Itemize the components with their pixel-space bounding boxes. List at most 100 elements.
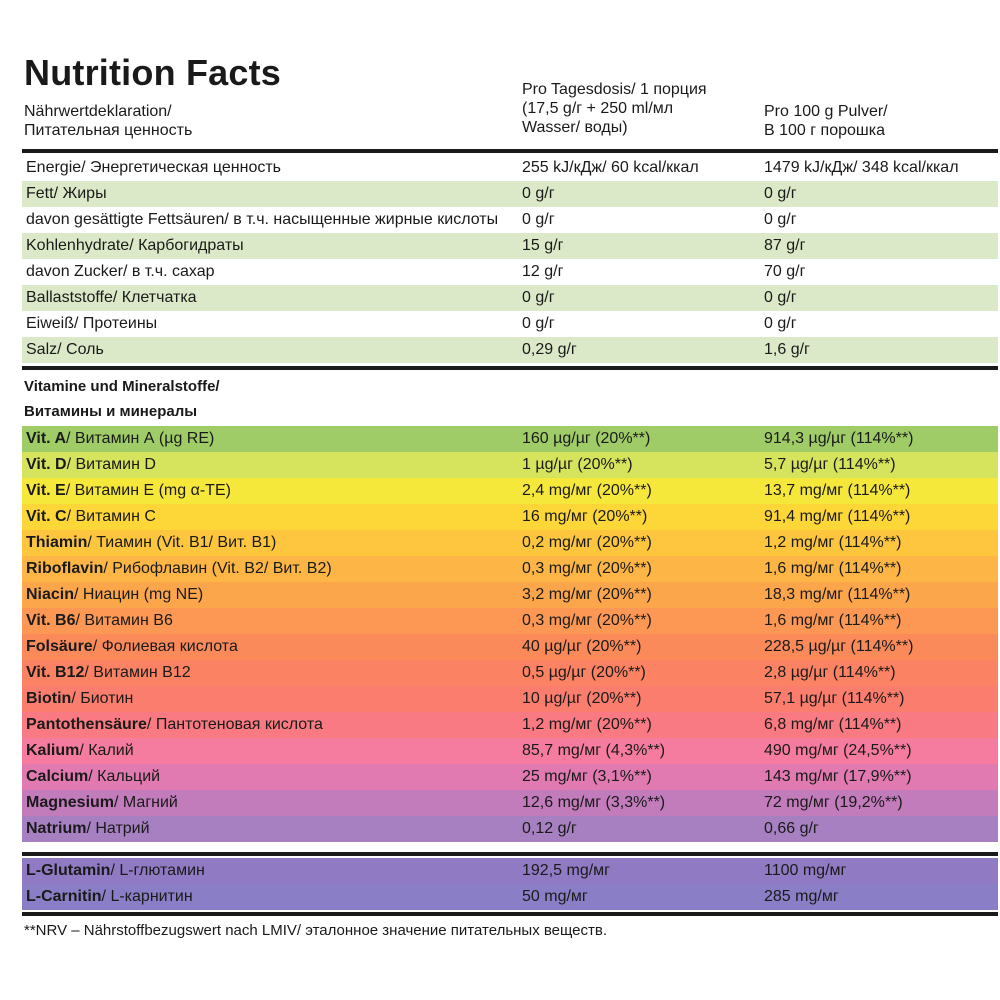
nutrient-name-rest: / Ниацин (mg NE) <box>74 586 204 603</box>
nutrient-name: Vit. B12/ Витамин В12 <box>26 660 191 686</box>
divider <box>22 852 998 856</box>
nutrient-name-rest: / Витамин А (µg RE) <box>66 430 215 447</box>
per-dose-value: 192,5 mg/мг <box>522 862 610 879</box>
divider <box>22 366 998 370</box>
vitamins-title: Vitamine und Mineralstoffe/ <box>24 378 220 395</box>
per-dose-value: 255 kJ/кДж/ 60 kcal/ккал <box>522 159 699 176</box>
header-column-1: Nährwertdeklaration/ Питательная ценност… <box>24 102 192 140</box>
table-row: Fett/ Жиры 0 g/г 0 g/г <box>22 181 998 207</box>
per-100g-value: 914,3 µg/µг (114%**) <box>764 430 914 447</box>
nutrient-name-rest: / Фолиевая кислота <box>92 638 238 655</box>
nutrient-name-rest: / Рибофлавин (Vit. B2/ Вит. B2) <box>103 560 332 577</box>
per-100g-value: 285 mg/мг <box>764 888 839 905</box>
per-100g-value: 2,8 µg/µг (114%**) <box>764 664 896 681</box>
nutrient-name: Magnesium/ Магний <box>26 790 178 816</box>
nutrient-name: Niacin/ Ниацин (mg NE) <box>26 582 203 608</box>
nutrient-name: Salz/ Соль <box>26 341 104 358</box>
nutrient-name: Folsäure/ Фолиевая кислота <box>26 634 238 660</box>
table-row: Niacin/ Ниацин (mg NE) 3,2 mg/мг (20%**) 1… <box>22 582 998 608</box>
nutrient-name-bold: Vit. B12 <box>26 664 85 681</box>
nutrient-name-bold: Folsäure <box>26 638 93 655</box>
table-row: Vit. D/ Витамин D 1 µg/µг (20%**) 5,7 µg/µ… <box>22 452 998 478</box>
per-dose-value: 2,4 mg/мг (20%**) <box>522 482 652 499</box>
nutrient-name: L-Carnitin/ L-карнитин <box>26 884 193 910</box>
nutrient-name: Calcium/ Кальций <box>26 764 160 790</box>
table-row: Salz/ Соль 0,29 g/г 1,6 g/г <box>22 337 998 363</box>
table-row: davon gesättigte Fettsäuren/ в т.ч. насы… <box>22 207 998 233</box>
per-dose-value: 0,2 mg/мг (20%**) <box>522 534 652 551</box>
per-100g-value: 72 mg/мг (19,2%**) <box>764 794 903 811</box>
per-dose-value: 16 mg/мг (20%**) <box>522 508 648 525</box>
nutrient-name-rest: / Биотин <box>71 690 134 707</box>
per-100g-value: 490 mg/мг (24,5%**) <box>764 742 912 759</box>
table-row: Vit. A/ Витамин А (µg RE) 160 µg/µг (20%*… <box>22 426 998 452</box>
table-row: davon Zucker/ в т.ч. сахар 12 g/г 70 g/г <box>22 259 998 285</box>
nutrient-name-bold: Riboflavin <box>26 560 104 577</box>
per-100g-value: 1100 mg/мг <box>764 862 847 879</box>
per-dose-value: 50 mg/мг <box>522 888 588 905</box>
nutrient-name-rest: / L-карнитин <box>101 888 193 905</box>
per-100g-value: 57,1 µg/µг (114%**) <box>764 690 905 707</box>
table-row: Folsäure/ Фолиевая кислота 40 µg/µг (20%*… <box>22 634 998 660</box>
table-row: Energie/ Энергетическая ценность 255 kJ/к… <box>22 155 998 181</box>
per-dose-value: 0 g/г <box>522 315 555 332</box>
nutrient-name-bold: Vit. E <box>26 482 66 499</box>
table-row: Riboflavin/ Рибофлавин (Vit. B2/ Вит. B2… <box>22 556 998 582</box>
nutrient-name-bold: Thiamin <box>26 534 88 551</box>
per-dose-value: 0,5 µg/µг (20%**) <box>522 664 646 681</box>
nutrient-name-rest: / L-глютамин <box>110 862 205 879</box>
per-dose-value: 12 g/г <box>522 263 564 280</box>
header-line: В 100 г порошка <box>764 122 885 139</box>
nutrient-name: Riboflavin/ Рибофлавин (Vit. B2/ Вит. B2… <box>26 556 332 582</box>
nutrient-name-bold: Pantothensäure <box>26 716 147 733</box>
per-100g-value: 0 g/г <box>764 289 797 306</box>
header-line: (17,5 g/г + 250 ml/мл <box>522 100 674 117</box>
nutrient-name-bold: Calcium <box>26 768 89 785</box>
header-line: Питательная ценность <box>24 122 193 139</box>
nutrient-name-rest: / Калий <box>79 742 134 759</box>
footnote: **NRV – Nährstoffbezugswert nach LMIV/ э… <box>24 922 608 939</box>
nutrient-name-rest: / Магний <box>114 794 178 811</box>
per-dose-value: 0 g/г <box>522 211 555 228</box>
header-line: Nährwertdeklaration/ <box>24 103 172 120</box>
per-100g-value: 1,6 mg/мг (114%**) <box>764 560 902 577</box>
per-100g-value: 143 mg/мг (17,9%**) <box>764 768 912 785</box>
per-dose-value: 1,2 mg/мг (20%**) <box>522 716 652 733</box>
header-column-2: Pro Tagesdosis/ 1 порция (17,5 g/г + 250… <box>522 80 707 137</box>
nutrient-name: davon Zucker/ в т.ч. сахар <box>26 263 215 280</box>
nutrient-name: Vit. E/ Витамин Е (mg α-TE) <box>26 478 231 504</box>
nutrient-name: Energie/ Энергетическая ценность <box>26 159 281 176</box>
nutrient-name-bold: L-Glutamin <box>26 862 111 879</box>
table-row: L-Glutamin/ L-глютамин 192,5 mg/мг 1100 mg… <box>22 858 998 884</box>
per-100g-value: 1,6 g/г <box>764 341 810 358</box>
per-dose-value: 12,6 mg/мг (3,3%**) <box>522 794 666 811</box>
per-dose-value: 0,3 mg/мг (20%**) <box>522 560 652 577</box>
table-row: Biotin/ Биотин 10 µg/µг (20%**) 57,1 µg/µг… <box>22 686 998 712</box>
table-row: Ballaststoffe/ Клетчатка 0 g/г 0 g/г <box>22 285 998 311</box>
per-dose-value: 25 mg/мг (3,1%**) <box>522 768 652 785</box>
table-row: L-Carnitin/ L-карнитин 50 mg/мг 285 mg/мг <box>22 884 998 910</box>
nutrient-name-bold: Vit. D <box>26 456 67 473</box>
table-row: Magnesium/ Магний 12,6 mg/мг (3,3%**) 72 m… <box>22 790 998 816</box>
nutrient-name-bold: Magnesium <box>26 794 115 811</box>
table-row: Eiweiß/ Протеины 0 g/г 0 g/г <box>22 311 998 337</box>
nutrient-name: Eiweiß/ Протеины <box>26 315 158 332</box>
table-row: Natrium/ Натрий 0,12 g/г 0,66 g/г <box>22 816 998 842</box>
nutrient-name-bold: L-Carnitin <box>26 888 102 905</box>
nutrient-name: L-Glutamin/ L-глютамин <box>26 858 205 884</box>
nutrient-name: Natrium/ Натрий <box>26 816 150 842</box>
divider <box>22 912 998 916</box>
per-100g-value: 6,8 mg/мг (114%**) <box>764 716 902 733</box>
vitamins-subtitle: Витамины и минералы <box>24 403 198 420</box>
per-100g-value: 0 g/г <box>764 315 797 332</box>
per-dose-value: 0 g/г <box>522 289 555 306</box>
page-title: Nutrition Facts <box>24 52 282 93</box>
header-line: Wasser/ воды) <box>522 119 628 136</box>
nutrient-name: Fett/ Жиры <box>26 185 107 202</box>
per-dose-value: 160 µg/µг (20%**) <box>522 430 651 447</box>
divider <box>22 149 998 153</box>
nutrient-name: Vit. B6/ Витамин В6 <box>26 608 173 634</box>
table-row: Kalium/ Калий 85,7 mg/мг (4,3%**) 490 mg/м… <box>22 738 998 764</box>
per-100g-value: 70 g/г <box>764 263 806 280</box>
nutrient-name-bold: Natrium <box>26 820 87 837</box>
